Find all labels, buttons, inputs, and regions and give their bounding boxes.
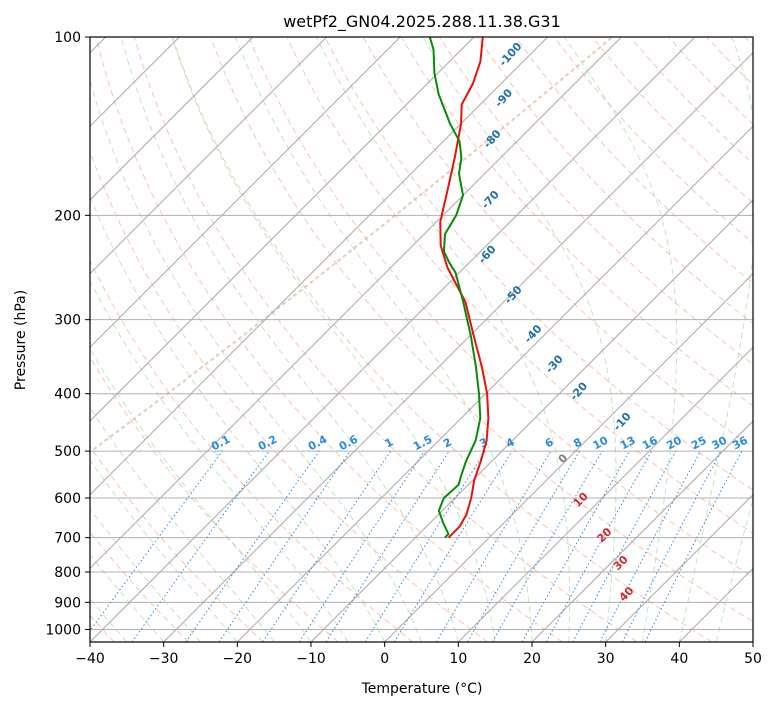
x-tick-label: −40 <box>75 651 105 667</box>
moist-adiabat-line <box>171 37 496 642</box>
isotherm-line <box>90 37 696 642</box>
mixing-ratio-line <box>325 450 450 642</box>
mixing-ratio-line <box>644 450 743 642</box>
isotherm-line <box>90 37 328 275</box>
isotherm-line <box>531 420 753 642</box>
dry-adiabat-line <box>324 37 753 491</box>
isotherm-line <box>384 272 753 642</box>
y-tick-label: 400 <box>54 387 81 403</box>
mixing-ratio-label: 16 <box>640 434 660 453</box>
mixing-ratio-line <box>393 450 513 642</box>
moist-adiabat-line <box>90 459 238 642</box>
mixing-ratio-label: 13 <box>618 434 638 453</box>
x-tick-label: 30 <box>597 651 615 667</box>
dry-adiabat-line <box>133 37 638 642</box>
y-axis: 100 200 300 400 500 600 700 800 900 1000 <box>45 30 90 638</box>
y-tick-label: 200 <box>54 208 81 224</box>
mixing-ratio-line <box>298 450 425 642</box>
isotherm-line <box>310 199 753 642</box>
isotherm-line <box>90 37 254 201</box>
skewed-isotherms <box>90 37 753 642</box>
mixing-ratio-line <box>521 450 630 642</box>
plot-frame <box>89 36 754 643</box>
y-tick-label: 500 <box>54 444 81 460</box>
y-axis-title: Pressure (hPa) <box>13 290 29 390</box>
y-tick-label: 700 <box>54 531 81 547</box>
moist-adiabat-line <box>90 78 422 642</box>
x-tick-label: 10 <box>449 651 467 667</box>
x-axis: −40 −30 −20 −10 0 10 20 30 40 50 <box>75 642 762 667</box>
mixing-ratio-line <box>545 450 653 642</box>
chart-title: wetPf2_GN04.2025.288.11.38.G31 <box>283 12 561 32</box>
dry-adiabat-line <box>95 37 563 642</box>
mixing-ratio-line <box>90 450 223 632</box>
y-tick-label: 600 <box>54 491 81 507</box>
dry-adiabat-line <box>90 356 339 642</box>
isotherm-line <box>90 37 401 349</box>
moist-adiabat-line <box>715 497 753 642</box>
dry-adiabat-line <box>210 37 753 623</box>
x-tick-label: 20 <box>523 651 541 667</box>
isotherm-line <box>605 493 753 642</box>
dry-adiabat-line <box>90 259 414 642</box>
mixing-ratio-label: 10 <box>591 434 611 453</box>
sounding-series <box>428 37 490 539</box>
dry-adiabat-line <box>90 445 264 642</box>
isotherm-line <box>163 51 753 642</box>
x-tick-label: −30 <box>149 651 179 667</box>
y-tick-label: 800 <box>54 565 81 581</box>
dry-adiabat-line <box>286 37 753 534</box>
dry-adiabats <box>90 37 753 642</box>
x-tick-label: −20 <box>223 651 253 667</box>
y-tick-label: 300 <box>54 313 81 329</box>
isotherm-line <box>90 37 475 422</box>
isotherm-line <box>90 37 549 496</box>
x-tick-label: −10 <box>296 651 326 667</box>
mixing-ratio-line <box>262 450 392 642</box>
x-tick-label: 0 <box>380 651 389 667</box>
y-tick-label: 100 <box>54 30 81 46</box>
mixing-ratio-label: 36 <box>730 434 750 453</box>
moist-adiabat-line <box>90 553 165 642</box>
mixing-ratio-label: 30 <box>710 434 730 453</box>
x-tick-label: 50 <box>744 651 762 667</box>
moist-adiabat-line <box>90 195 386 642</box>
moist-adiabat-line <box>564 37 678 642</box>
moist-adiabat-line <box>120 37 459 642</box>
mixing-ratio-line <box>218 450 351 642</box>
dry-adiabat-line <box>515 37 753 284</box>
temperature-profile-line <box>439 37 490 539</box>
mixing-ratio-line <box>185 450 320 642</box>
moist-adiabat-line <box>90 347 312 642</box>
dry-adiabat-line <box>171 37 712 642</box>
x-axis-title: Temperature (°C) <box>361 681 483 697</box>
mixing-ratio-lines <box>90 450 743 642</box>
dewpoint-profile-line <box>428 37 482 539</box>
moist-adiabat-line <box>316 37 570 642</box>
dry-adiabat-line <box>248 37 753 578</box>
mixing-ratio-line <box>572 450 677 642</box>
moist-adiabat-line <box>678 37 753 642</box>
moist-adiabat-line <box>90 279 349 642</box>
y-tick-label: 1000 <box>45 622 81 638</box>
isotherm-line <box>90 37 622 570</box>
moist-adiabat-line <box>90 507 201 642</box>
boundary-curve <box>90 37 614 454</box>
y-tick-label: 900 <box>54 595 81 611</box>
moist-adiabat-line <box>422 37 617 642</box>
isotherm-line <box>236 125 753 642</box>
x-tick-label: 40 <box>670 651 688 667</box>
mixing-ratio-label: 25 <box>689 434 709 453</box>
mixing-ratio-label: 20 <box>664 434 684 453</box>
mixing-ratio-line <box>131 450 270 642</box>
isotherm-line <box>457 346 753 642</box>
